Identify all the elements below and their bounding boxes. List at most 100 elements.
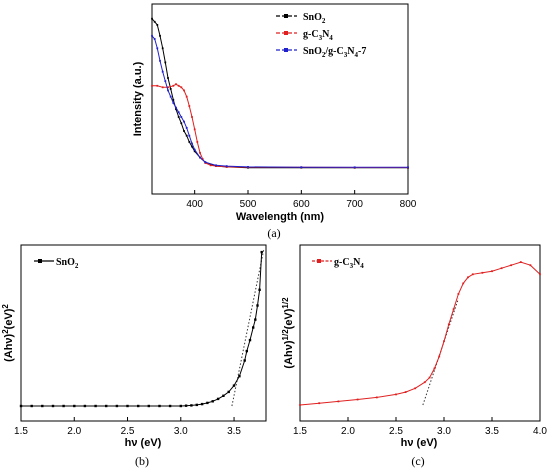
chart-c-point — [471, 273, 474, 276]
chart-b-point — [137, 404, 140, 408]
chart-a-point — [199, 156, 201, 159]
chart-b-point — [179, 404, 182, 408]
chart-a-point — [167, 77, 169, 79]
chart-c-xtick-label: 1.5 — [293, 426, 307, 437]
chart-a-xtick-label: 800 — [400, 199, 417, 210]
chart-c-ticks: 1.5 2.0 2.5 3.0 3.5 4.0 — [293, 417, 547, 437]
chart-b-point — [254, 318, 257, 321]
chart-a-caption: (a) — [267, 226, 280, 240]
chart-a-point — [193, 128, 196, 131]
chart-b-point — [206, 401, 209, 405]
chart-a-point — [161, 47, 164, 50]
chart-b-point — [248, 338, 252, 342]
chart-a-point — [169, 95, 172, 98]
chart-c-point — [375, 396, 378, 399]
chart-c-caption: (c) — [411, 454, 424, 468]
chart-a-point — [167, 86, 169, 89]
chart-b-xtick-label: 3.0 — [174, 426, 188, 437]
chart-a-point — [151, 84, 153, 87]
chart-c-point — [414, 387, 417, 390]
chart-a-point — [180, 86, 183, 89]
chart-a: 400 500 600 700 800 Wavelength (nm) Intensit… — [132, 3, 417, 240]
chart-b-point — [227, 390, 230, 394]
chart-c-xtick-label: 2.5 — [389, 426, 403, 437]
chart-b-point — [94, 404, 97, 408]
chart-c-point — [423, 381, 426, 384]
chart-a-point — [209, 164, 212, 167]
chart-c-point — [447, 323, 450, 326]
chart-a-point — [153, 38, 156, 40]
chart-b-point — [258, 288, 261, 291]
chart-a-point — [183, 89, 185, 92]
chart-b-point — [252, 326, 255, 329]
chart-a-point — [156, 47, 159, 50]
legend-a-marker-1 — [284, 14, 288, 18]
chart-a-series-line-3 — [151, 35, 408, 168]
chart-a-point — [161, 70, 164, 73]
chart-b-point — [260, 250, 263, 254]
chart-b-point — [222, 394, 225, 397]
chart-b-point — [243, 359, 246, 362]
chart-c-point — [452, 308, 455, 311]
chart-b-point — [211, 400, 214, 403]
legend-a-marker-3 — [284, 48, 288, 52]
legend-c-marker-1 — [317, 259, 321, 263]
chart-c-point — [404, 391, 407, 393]
chart-a-xtick-label: 400 — [186, 199, 203, 210]
chart-c-series — [299, 261, 541, 406]
chart-a-point — [180, 122, 183, 125]
chart-c-frame — [299, 244, 541, 422]
chart-a-point — [183, 130, 185, 132]
chart-a-point — [164, 61, 167, 64]
chart-a-point — [177, 111, 180, 114]
chart-a-point — [151, 34, 153, 37]
legend-a-entry-2: g-C3N4 — [303, 29, 333, 42]
chart-c-point — [481, 271, 484, 274]
chart-b-point — [19, 404, 23, 408]
chart-a-ticks: 400 500 600 700 800 — [186, 190, 417, 210]
chart-a-point — [156, 24, 159, 26]
chart-c-ylabel: (Ahν)1/2(eV)1/2 — [281, 297, 295, 369]
chart-a-point — [185, 134, 188, 137]
chart-a-point — [196, 141, 199, 143]
chart-a-series-line-1 — [151, 18, 408, 169]
chart-a-point — [188, 141, 191, 143]
chart-b-point — [30, 404, 33, 408]
chart-a-point — [247, 166, 249, 168]
legend-b-entry-1: SnO2 — [56, 257, 79, 270]
chart-c-point — [457, 293, 460, 295]
chart-a-point — [169, 88, 172, 90]
chart-a-point — [215, 164, 217, 167]
chart-b-series — [19, 248, 265, 408]
chart-a-point — [180, 116, 183, 118]
chart-b-point — [126, 404, 129, 408]
chart-a-series-line-2 — [152, 83, 408, 168]
chart-c-point — [318, 402, 321, 405]
chart-a-point — [191, 145, 193, 148]
chart-a-point — [175, 83, 177, 86]
chart-c-point — [299, 404, 301, 406]
chart-c-point — [356, 398, 359, 401]
chart-b-ticks: 1.5 2.0 2.5 3.0 3.5 — [14, 417, 241, 437]
chart-b-point — [168, 404, 172, 408]
chart-a-point — [193, 150, 196, 153]
chart-b-point — [51, 404, 55, 408]
chart-a-point — [193, 148, 196, 151]
chart-c-point — [438, 355, 441, 358]
chart-c-point — [395, 393, 397, 396]
chart-c-xtick-label: 2.0 — [341, 426, 355, 437]
chart-b-xtick-label: 3.5 — [227, 426, 241, 437]
chart-a-point — [172, 84, 175, 87]
chart-c-point — [337, 400, 340, 403]
chart-c-xtick-label: 4.0 — [533, 426, 547, 437]
legend-a-marker-2 — [284, 31, 288, 35]
chart-c-xtick-label: 3.5 — [485, 426, 499, 437]
chart-a-frame — [151, 3, 409, 195]
chart-c-point — [510, 264, 513, 267]
chart-b-point — [105, 404, 108, 408]
legend-a-entry-1: SnO2 — [303, 12, 326, 25]
chart-c-xlabel: hν (eV) — [401, 437, 438, 449]
chart-a-point — [172, 102, 175, 104]
chart-a-xtick-label: 700 — [346, 199, 363, 210]
